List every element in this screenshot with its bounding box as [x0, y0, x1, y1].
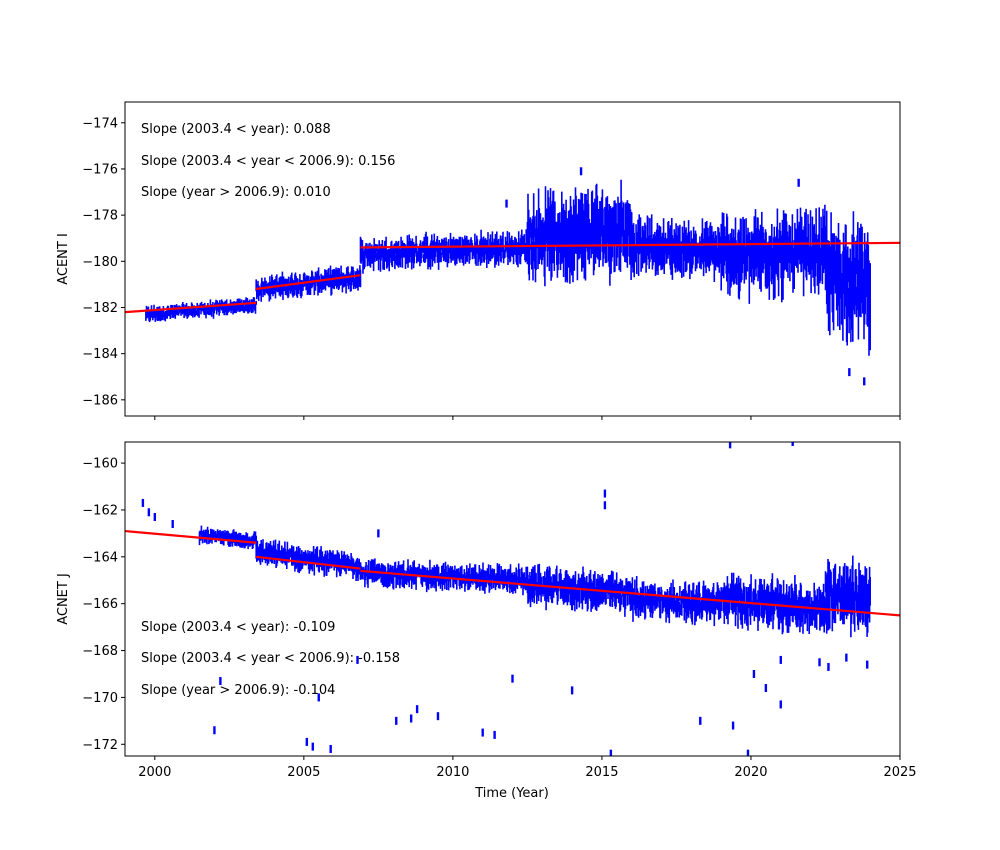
acent-i-axes-frame [124, 101, 901, 417]
acent-i-slope-late: Slope (year > 2006.9): 0.010 [141, 185, 331, 200]
acnet-j-x-tick-label: 2000 [138, 765, 171, 780]
acnet-j-ticks: 2000 2005 2010 2015 2020 2025 −160 −162 −164 −166… [82, 457, 916, 780]
acent-i-data-segment [824, 210, 871, 356]
acent-i-y-tick-label: −182 [82, 301, 118, 316]
acnet-j-fit-line [256, 555, 361, 570]
acnet-j-data-segment [824, 555, 871, 638]
acent-i-plot-area [125, 167, 900, 386]
acent-i-fit-line [256, 274, 361, 291]
acent-i-slope-overall: Slope (2003.4 < year): 0.088 [141, 122, 331, 137]
acnet-j-xlabel: Time (Year) [474, 786, 549, 801]
acnet-j-x-tick-label: 2015 [585, 765, 618, 780]
acent-i-ticks: −174 −176 −178 −180 −182 −184 −186 [82, 116, 901, 420]
acnet-j-x-tick-label: 2010 [436, 765, 469, 780]
acnet-j-y-tick-label: −166 [82, 597, 118, 612]
acnet-j-data-segment [526, 563, 633, 617]
acent-i-y-tick-label: −178 [82, 209, 118, 224]
acent-i-y-tick-label: −184 [82, 347, 118, 362]
acnet-j-y-tick-label: −162 [82, 503, 118, 518]
acent-i-data-segment [526, 179, 633, 287]
acent-i-y-tick-label: −180 [82, 255, 118, 270]
acent-i-y-tick-label: −186 [82, 393, 118, 408]
acnet-j-y-tick-label: −172 [82, 738, 118, 753]
acnet-j-slope-mid: Slope (2003.4 < year < 2006.9): -0.158 [141, 651, 400, 666]
acnet-j-slope-late: Slope (year > 2006.9): -0.104 [141, 683, 335, 698]
acent-i-y-tick-label: −176 [82, 162, 118, 177]
acnet-j-x-tick-label: 2020 [734, 765, 767, 780]
acnet-j-panel: 2000 2005 2010 2015 2020 2025 −160 −162 −164 −166… [56, 441, 917, 801]
acnet-j-fit-line [125, 529, 257, 544]
acent-i-fit-line [360, 241, 900, 249]
acnet-j-axes-frame [124, 441, 901, 757]
acent-i-ylabel: ACENT I [56, 233, 71, 285]
acent-i-panel: −174 −176 −178 −180 −182 −184 −186 ACENT I Slo… [56, 101, 901, 420]
acent-i-data-segment [720, 204, 827, 304]
acnet-j-ylabel: ACNET J [56, 573, 71, 625]
acent-i-slope-mid: Slope (2003.4 < year < 2006.9): 0.156 [141, 154, 395, 169]
acnet-j-x-tick-label: 2025 [883, 765, 916, 780]
acnet-j-plot-area [125, 442, 900, 756]
acnet-j-fit-line [360, 569, 900, 617]
acent-i-y-tick-label: −174 [82, 116, 118, 131]
acnet-j-y-tick-label: −168 [82, 644, 118, 659]
acnet-j-y-tick-label: −164 [82, 550, 118, 565]
acent-i-fit-line [125, 301, 257, 314]
acnet-j-y-tick-label: −170 [82, 691, 118, 706]
acnet-j-x-tick-label: 2005 [287, 765, 320, 780]
acnet-j-slope-overall: Slope (2003.4 < year): -0.109 [141, 620, 335, 635]
acnet-j-y-tick-label: −160 [82, 457, 118, 472]
